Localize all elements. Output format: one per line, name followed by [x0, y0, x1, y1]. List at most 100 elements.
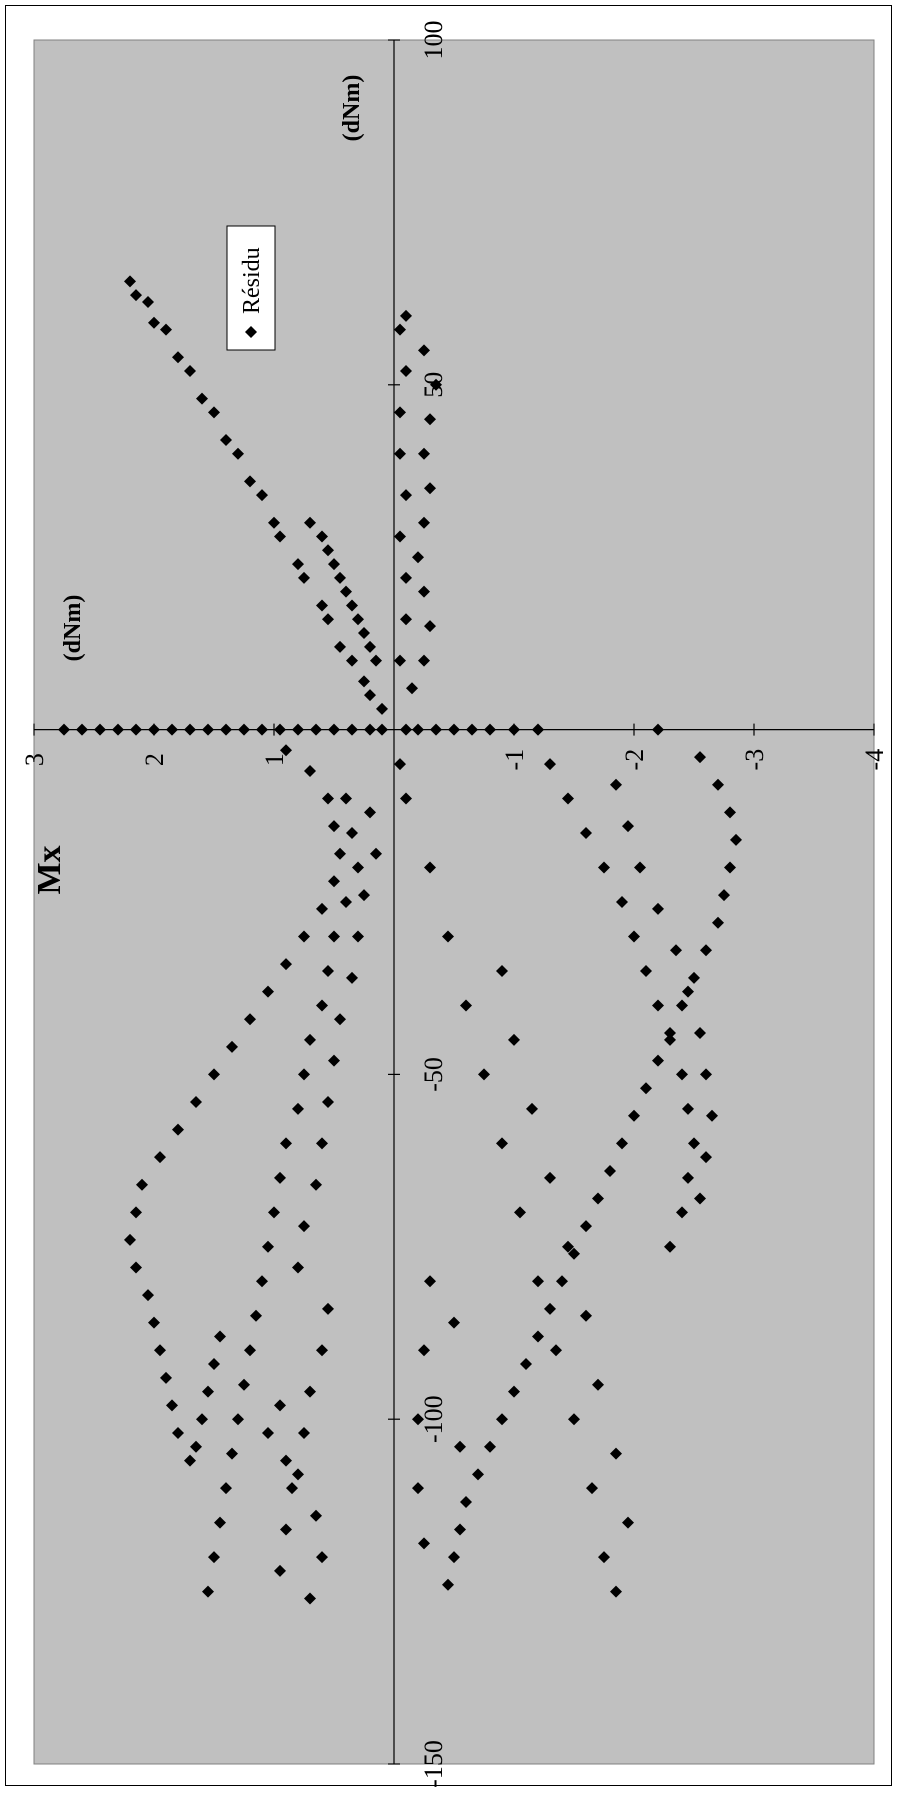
data-point — [316, 530, 328, 543]
data-point — [142, 1289, 154, 1302]
data-point — [202, 723, 214, 736]
data-point — [274, 530, 286, 543]
data-point — [310, 1178, 322, 1191]
data-point — [616, 1137, 628, 1150]
data-point — [250, 1309, 262, 1322]
data-point — [160, 1371, 172, 1384]
data-point — [172, 1123, 184, 1136]
data-point — [394, 323, 406, 336]
data-point — [256, 723, 268, 736]
data-point — [688, 1137, 700, 1150]
data-point — [424, 482, 436, 495]
data-point — [604, 1164, 616, 1177]
data-point — [478, 1068, 490, 1081]
data-point — [688, 971, 700, 984]
y-tick-label: 2 — [140, 753, 169, 766]
data-point — [166, 1399, 178, 1412]
data-point — [232, 447, 244, 460]
data-point — [424, 1275, 436, 1288]
data-point — [718, 889, 730, 902]
data-point — [358, 627, 370, 640]
data-point — [550, 1344, 562, 1357]
data-point — [652, 723, 664, 736]
data-point — [628, 930, 640, 943]
data-point — [136, 1178, 148, 1191]
data-point — [448, 1316, 460, 1329]
data-point — [418, 1537, 430, 1550]
data-point — [394, 447, 406, 460]
data-point — [148, 723, 160, 736]
data-point — [616, 896, 628, 908]
legend-marker — [245, 326, 257, 338]
data-point — [298, 1220, 310, 1233]
data-point — [472, 1468, 484, 1481]
data-point — [220, 1482, 232, 1495]
plot-area — [33, 39, 875, 1765]
data-point — [598, 861, 610, 874]
data-point — [196, 1413, 208, 1426]
data-point — [442, 1578, 454, 1591]
data-point — [268, 1206, 280, 1219]
data-point — [370, 654, 382, 667]
data-point — [580, 1220, 592, 1233]
data-point — [532, 723, 544, 736]
data-point — [700, 944, 712, 957]
data-point — [58, 723, 70, 736]
data-point — [316, 1344, 328, 1357]
data-point — [262, 1240, 274, 1253]
data-point — [346, 654, 358, 667]
data-point — [190, 1440, 202, 1453]
data-point — [328, 930, 340, 943]
data-point — [544, 758, 556, 771]
data-point — [664, 1240, 676, 1253]
data-point — [352, 861, 364, 874]
data-point — [370, 847, 382, 860]
data-point — [634, 861, 646, 874]
data-point — [268, 516, 280, 529]
data-point — [304, 1033, 316, 1046]
data-point — [286, 1482, 298, 1495]
data-point — [304, 764, 316, 777]
data-point — [148, 1316, 160, 1329]
data-point — [682, 1171, 694, 1184]
data-point — [394, 406, 406, 419]
data-point — [166, 723, 178, 736]
data-point — [562, 1240, 574, 1253]
data-point — [322, 1302, 334, 1315]
data-point — [154, 1151, 166, 1164]
y-tick-label: -1 — [500, 749, 529, 771]
data-point — [340, 896, 352, 908]
data-point — [280, 1137, 292, 1150]
chart-labels: Mx (dNm) (dNm) — [31, 75, 365, 895]
data-point — [412, 1482, 424, 1495]
data-point — [610, 1585, 622, 1598]
data-point — [244, 1344, 256, 1357]
data-point — [148, 316, 160, 329]
data-point — [364, 640, 376, 653]
data-point — [364, 689, 376, 702]
data-point — [496, 964, 508, 977]
data-point — [610, 1447, 622, 1460]
data-point — [676, 1068, 688, 1081]
data-point — [496, 1137, 508, 1150]
data-point — [316, 999, 328, 1012]
data-point — [208, 406, 220, 419]
data-point — [346, 827, 358, 840]
data-point — [244, 475, 256, 488]
data-point — [514, 1206, 526, 1219]
data-point — [76, 723, 88, 736]
data-point — [376, 723, 388, 736]
chart-title: Mx — [31, 845, 68, 894]
data-point — [184, 365, 196, 378]
data-point — [292, 1468, 304, 1481]
data-point — [730, 833, 742, 846]
data-point — [262, 985, 274, 998]
x-tick-label: -50 — [419, 1057, 448, 1092]
data-point — [400, 309, 412, 322]
data-point — [304, 1385, 316, 1398]
data-point — [400, 723, 412, 736]
data-point — [352, 930, 364, 943]
data-point — [424, 861, 436, 874]
data-point — [280, 1523, 292, 1536]
